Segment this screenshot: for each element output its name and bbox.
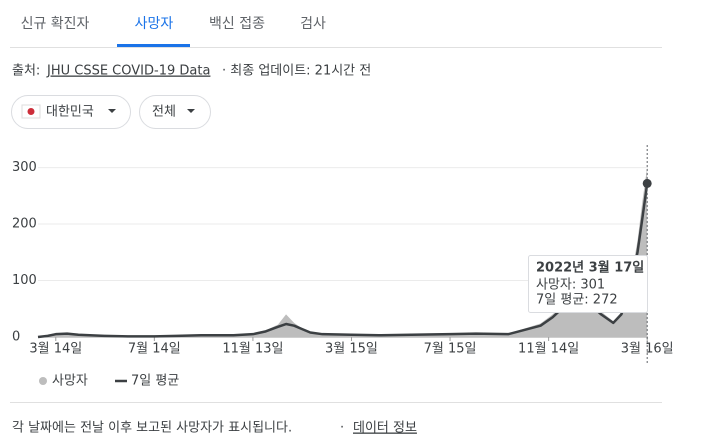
x-tick-label: 3월 14일	[29, 342, 82, 357]
tooltip	[528, 255, 648, 313]
filter-chip[interactable]	[11, 95, 131, 129]
dropdown-icon	[108, 109, 116, 113]
x-tick-label: 3월 15일	[325, 342, 378, 357]
chart: 0 100 200 300 3월 14일 7월 14일 11월 13일 3월 15일 7월 15…	[12, 145, 674, 389]
tab[interactable]: 백신 접종	[209, 16, 265, 32]
filter-chip[interactable]	[139, 95, 211, 129]
y-tick-label: 100	[12, 273, 37, 288]
filter-label: 대한민국	[46, 105, 94, 120]
x-tick-label: 11월 13일	[222, 342, 283, 357]
legend-label: 7일 평균	[131, 374, 179, 389]
legend-label: 사망자	[52, 374, 88, 389]
y-tick-label: 200	[12, 217, 37, 232]
hover-point	[642, 178, 652, 188]
filter-label: 전체	[152, 105, 176, 120]
tab[interactable]: 사망자	[135, 16, 174, 32]
flag-emblem	[27, 108, 35, 115]
tab[interactable]: 검사	[300, 16, 326, 32]
tab[interactable]: 신규 확진자	[21, 16, 90, 32]
tab-indicator	[117, 44, 190, 47]
separator: ·	[340, 421, 344, 436]
x-tick-label: 7월 14일	[128, 342, 181, 357]
x-tick-label: 11월 14일	[518, 342, 579, 357]
x-tick-label: 7월 15일	[424, 342, 477, 357]
source-link[interactable]: JHU CSSE COVID-19 Data	[46, 64, 210, 79]
footer-link[interactable]: 데이터 정보	[353, 421, 417, 436]
tooltip-line: 7일 평균: 272	[536, 293, 618, 308]
dropdown-icon	[187, 109, 195, 113]
y-tick-label: 300	[12, 160, 37, 175]
tooltip-title: 2022년 3월 17일	[536, 260, 644, 276]
legend-swatch	[39, 377, 47, 385]
y-tick-label: 0	[12, 330, 20, 345]
source-label: 출처:	[12, 64, 40, 79]
footer-note: 각 날짜에는 전날 이후 보고된 사망자가 표시됩니다.	[12, 421, 292, 436]
tooltip-line: 사망자: 301	[536, 278, 605, 293]
source-update: · 최종 업데이트: 21시간 전	[222, 64, 371, 79]
daily-area	[38, 167, 648, 337]
